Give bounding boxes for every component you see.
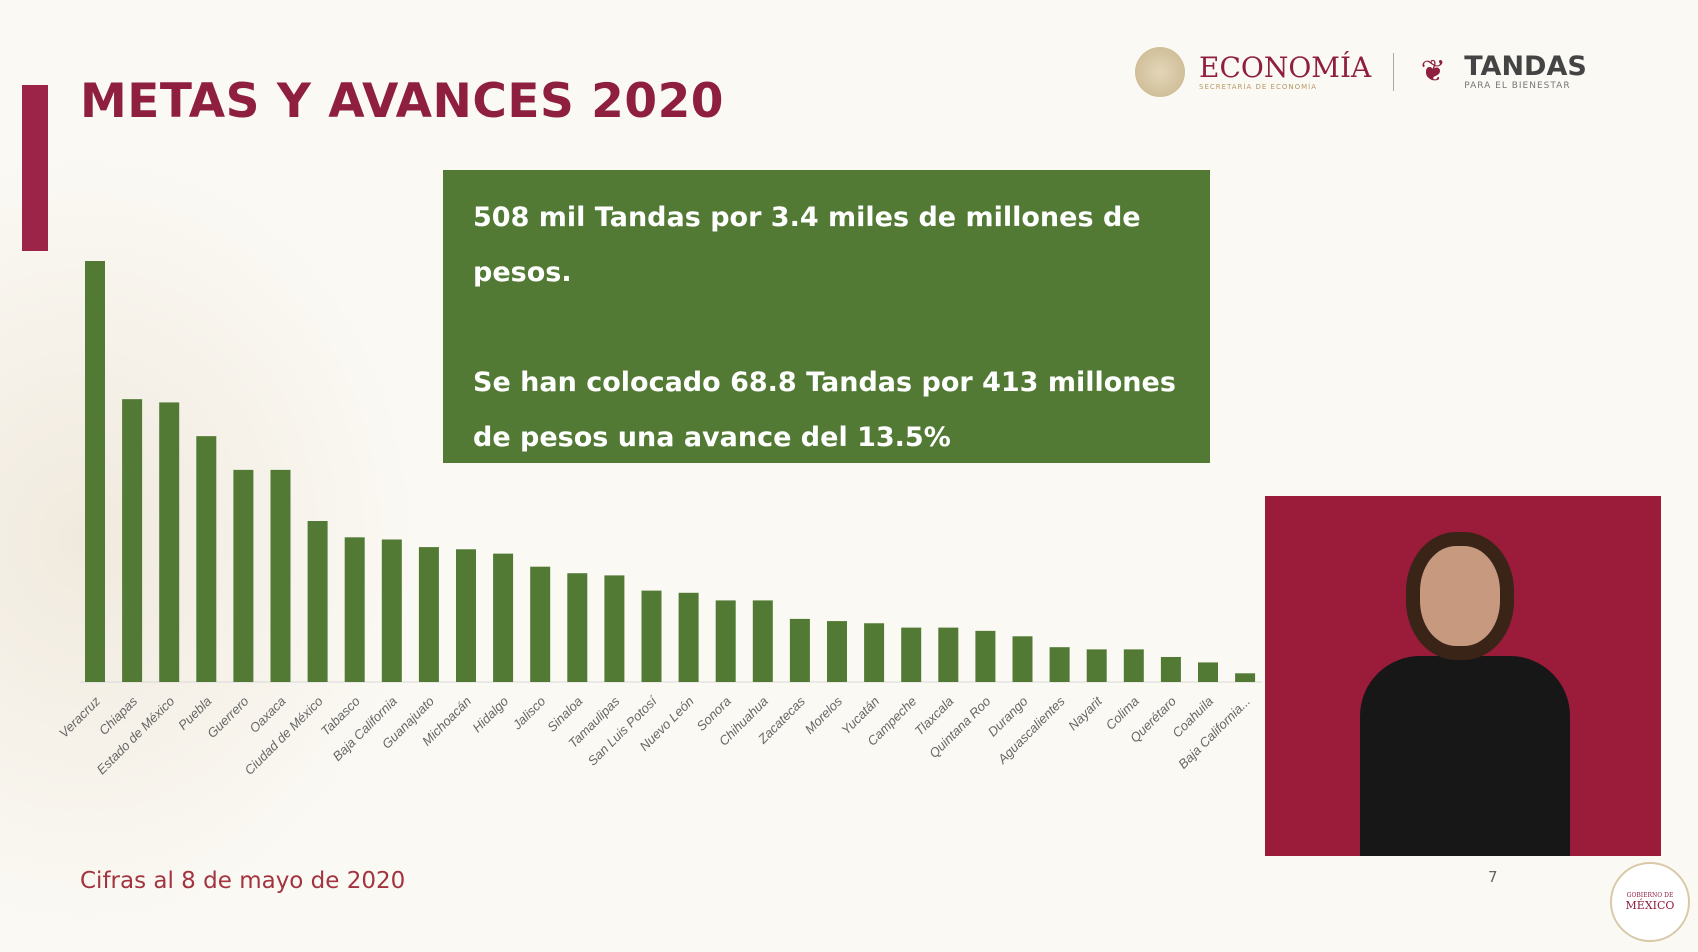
bar-7 [344,537,365,682]
x-tick-label: Veracruz [56,693,103,740]
bar-6 [307,520,328,682]
bar-27 [1086,649,1107,682]
bar-25 [1012,636,1033,682]
bar-19 [789,618,810,682]
x-tick-label: Morelos [802,693,846,737]
gobierno-small: GOBIERNO DE [1626,892,1674,899]
bar-1 [122,399,143,682]
bar-8 [381,539,402,682]
bar-20 [827,621,847,682]
x-tick-label: Nayarit [1065,693,1106,734]
tandas-logo: TANDAS PARA EL BIENESTAR [1464,51,1587,92]
economia-name: ECONOMÍA [1199,51,1372,84]
bar-23 [938,627,959,682]
bar-17 [715,600,736,682]
bar-0 [85,261,105,682]
interpreter-figure [1360,526,1570,856]
bar-30 [1198,662,1218,682]
bar-21 [864,623,885,682]
tandas-sub: PARA EL BIENESTAR [1464,81,1571,91]
bar-2 [159,402,180,682]
bar-15 [641,590,662,682]
info-line-2: Se han colocado 68.8 Tandas por 413 mill… [473,367,1176,453]
tandas-name: TANDAS [1464,51,1587,82]
x-tick-label: Aguascalientes [994,693,1068,767]
logo-divider [1393,53,1395,91]
x-tick-label: Baja California [330,694,400,764]
coat-of-arms-icon [1135,47,1185,97]
bar-10 [456,549,476,682]
economia-sub: SECRETARÍA DE ECONOMÍA [1199,83,1318,91]
footer-note: Cifras al 8 de mayo de 2020 [80,868,406,894]
bar-29 [1160,656,1181,682]
info-line-1: 508 mil Tandas por 3.4 miles de millones… [473,202,1141,288]
page-title: METAS Y AVANCES 2020 [80,74,724,129]
bar-18 [752,600,773,682]
bar-16 [678,592,699,682]
bar-24 [975,630,996,682]
gobierno-big: MÉXICO [1625,899,1675,912]
header-logos: ECONOMÍA SECRETARÍA DE ECONOMÍA ❦ TANDAS… [1135,42,1587,102]
x-tick-label: Guerrero [204,694,251,741]
tandas-flower-icon: ❦ [1420,54,1446,89]
bar-14 [604,575,625,682]
page-number: 7 [1488,868,1498,886]
bar-3 [196,436,217,682]
accent-bar [22,85,48,251]
economia-logo: ECONOMÍA SECRETARÍA DE ECONOMÍA [1199,51,1372,92]
bar-4 [233,469,254,682]
bar-12 [530,566,551,682]
x-tick-label: Hidalgo [469,694,511,736]
bar-11 [493,553,514,682]
bar-13 [567,573,588,682]
bar-31 [1235,673,1256,682]
sign-language-interpreter-video [1265,496,1661,856]
info-box: 508 mil Tandas por 3.4 miles de millones… [443,170,1210,463]
bar-9 [418,547,439,682]
bar-22 [901,627,922,682]
bar-26 [1049,647,1070,682]
bar-5 [270,469,291,682]
x-tick-label: Jalisco [509,694,548,733]
gobierno-de-mexico-logo: GOBIERNO DE MÉXICO [1610,862,1690,942]
bar-28 [1123,649,1144,682]
